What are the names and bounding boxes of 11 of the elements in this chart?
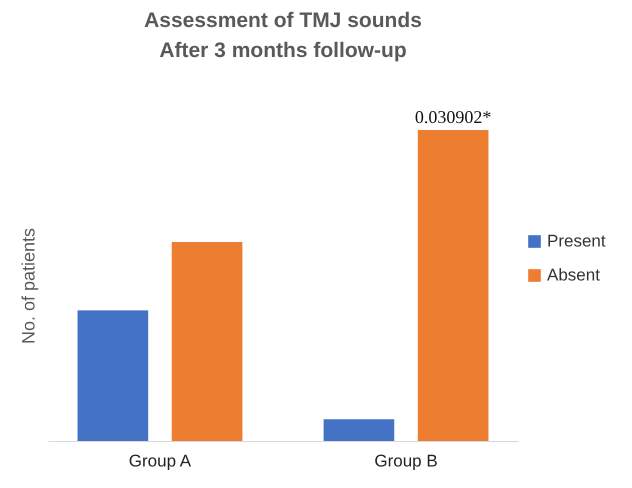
bar	[418, 130, 488, 441]
legend-label: Absent	[547, 266, 600, 284]
chart-title: Assessment of TMJ sounds After 3 months follow-up	[144, 9, 422, 62]
bar	[172, 242, 242, 441]
x-tick-label: Group A	[128, 452, 192, 470]
bar	[324, 419, 394, 441]
text: 0.030902*	[414, 107, 492, 127]
bar	[78, 310, 148, 441]
y-axis-title: No. of patients	[18, 228, 38, 344]
x-tick-label: Group B	[374, 452, 438, 470]
legend-label: Present	[547, 232, 606, 250]
